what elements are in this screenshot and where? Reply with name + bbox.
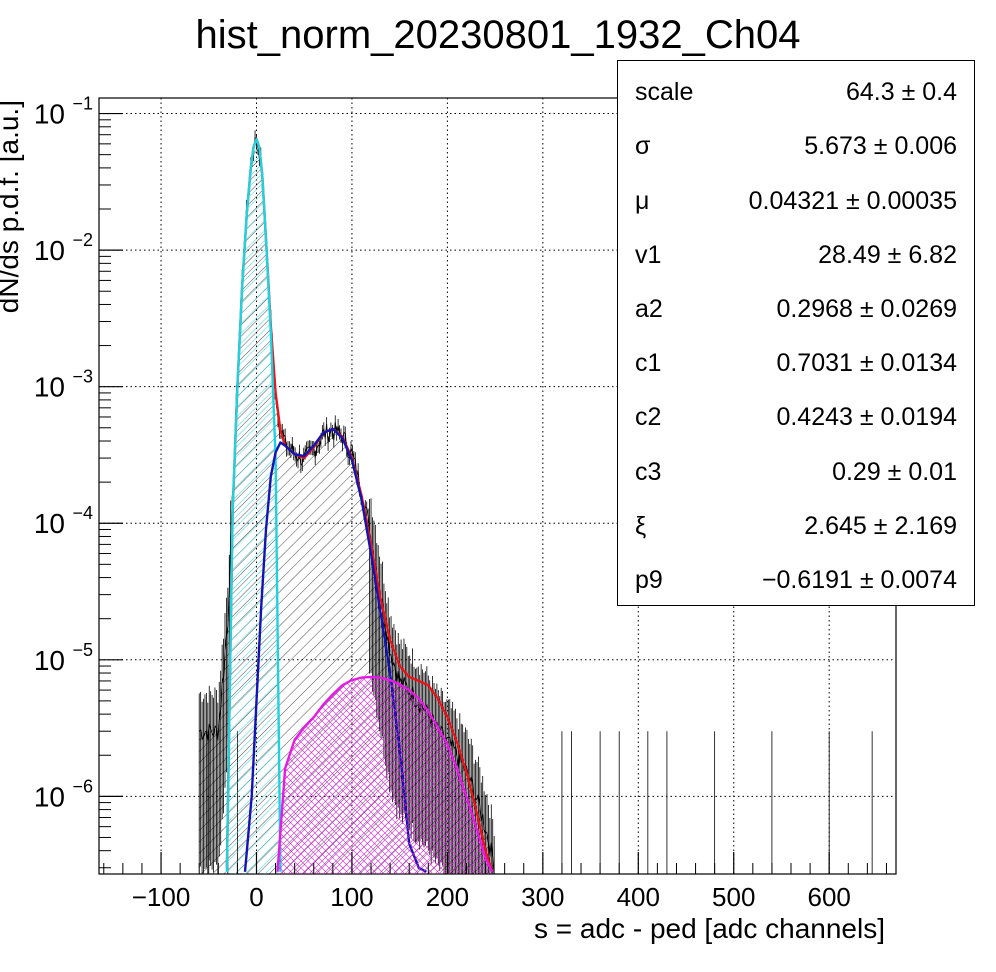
- x-axis-label: s = adc - ped [adc channels]: [534, 913, 885, 944]
- y-tick-label: 10: [34, 781, 65, 812]
- y-tick-label: 10: [34, 645, 65, 676]
- stat-row: v1 28.49 ± 6.82: [618, 228, 974, 282]
- y-tick-exponent: −2: [72, 230, 93, 250]
- stat-name: ξ: [635, 512, 647, 540]
- stat-value: 28.49 ± 6.82: [818, 241, 957, 269]
- y-tick-exponent: −4: [72, 503, 93, 523]
- x-tick-label: 0: [249, 882, 263, 912]
- component-curve: [276, 675, 494, 873]
- chart-title: hist_norm_20230801_1932_Ch04: [196, 13, 801, 57]
- stat-row: c2 0.4243 ± 0.0194: [618, 390, 974, 444]
- stat-row: ξ 2.645 ± 2.169: [618, 499, 974, 553]
- y-tick-exponent: −3: [72, 367, 93, 387]
- stat-row: p9 −0.6191 ± 0.0074: [618, 553, 974, 607]
- y-tick-label: 10: [34, 235, 65, 266]
- stat-value: 0.4243 ± 0.0194: [776, 403, 957, 431]
- x-tick-label: 400: [617, 882, 660, 912]
- stat-row: c3 0.29 ± 0.01: [618, 445, 974, 499]
- x-tick-label: 100: [330, 882, 373, 912]
- fit-curves-layer: [225, 137, 494, 874]
- stat-name: v1: [635, 241, 662, 269]
- fit-stats-box: scale 64.3 ± 0.4 σ 5.673 ± 0.006 μ 0.043…: [617, 60, 975, 606]
- y-tick-exponent: −5: [72, 640, 93, 660]
- stat-name: p9: [635, 566, 663, 594]
- stat-row: c1 0.7031 ± 0.0134: [618, 336, 974, 390]
- x-tick-label: 200: [426, 882, 469, 912]
- stat-value: 64.3 ± 0.4: [845, 78, 957, 106]
- x-tick-label: 600: [807, 882, 850, 912]
- y-tick-exponent: −1: [72, 94, 93, 114]
- x-tick-label: −100: [132, 882, 191, 912]
- stat-row: a2 0.2968 ± 0.0269: [618, 282, 974, 336]
- y-tick-label: 10: [34, 99, 65, 130]
- y-tick-label: 10: [34, 372, 65, 403]
- stat-name: c1: [635, 349, 662, 377]
- y-tick-label: 10: [34, 508, 65, 539]
- stat-value: 0.29 ± 0.01: [832, 458, 957, 486]
- x-tick-label: 500: [712, 882, 755, 912]
- component-curve: [225, 137, 282, 872]
- stat-value: 0.2968 ± 0.0269: [776, 295, 957, 323]
- stat-value: 0.04321 ± 0.00035: [748, 187, 957, 215]
- component-area: [277, 676, 493, 874]
- stat-row: scale 64.3 ± 0.4: [618, 65, 974, 119]
- stat-name: c2: [635, 403, 662, 431]
- stat-name: c3: [635, 458, 662, 486]
- y-tick-exponent: −6: [72, 776, 93, 796]
- component-area: [226, 139, 281, 874]
- stat-row: μ 0.04321 ± 0.00035: [618, 174, 974, 228]
- stat-name: μ: [635, 187, 650, 215]
- x-tick-label: 300: [521, 882, 564, 912]
- stat-name: σ: [635, 132, 651, 160]
- stat-value: 0.7031 ± 0.0134: [776, 349, 957, 377]
- stat-name: scale: [635, 78, 694, 106]
- stat-row: σ 5.673 ± 0.006: [618, 119, 974, 173]
- stat-value: −0.6191 ± 0.0074: [761, 566, 957, 594]
- axes-layer: −100 0 100 200 300 400 500 600 10 −1 10 −2 10 −3 10 −4 1…: [34, 94, 887, 912]
- stat-name: a2: [635, 295, 663, 323]
- y-axis-label: dN/ds p.d.f. [a.u.]: [0, 100, 24, 313]
- stat-value: 5.673 ± 0.006: [804, 132, 957, 160]
- stat-value: 2.645 ± 2.169: [804, 512, 957, 540]
